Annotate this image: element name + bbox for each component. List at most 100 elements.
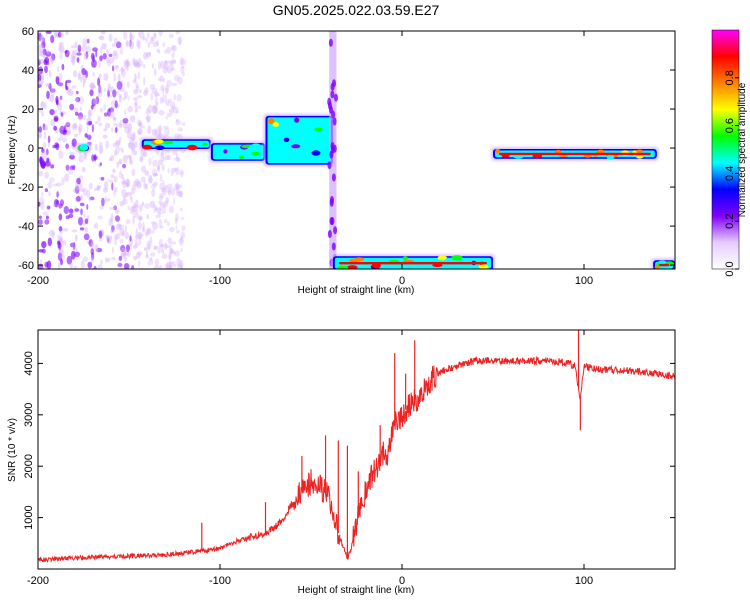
noise-blob — [110, 174, 115, 179]
noise-blob — [128, 141, 132, 149]
noise-blob — [110, 235, 113, 240]
noise-blob — [95, 96, 100, 105]
noise-blob — [123, 91, 128, 99]
noise-blob — [71, 123, 78, 131]
noise-blob — [153, 68, 157, 76]
noise-blob — [59, 53, 63, 60]
noise-blob — [84, 227, 89, 233]
noise-blob — [153, 265, 160, 269]
noise-blob — [139, 89, 142, 94]
noise-blob — [103, 73, 109, 81]
noise-blob — [168, 98, 172, 103]
noise-blob — [42, 211, 49, 216]
noise-blob — [69, 103, 75, 111]
noise-blob — [112, 89, 117, 98]
noise-blob — [124, 108, 127, 116]
x-tick-label: 0 — [399, 575, 405, 587]
noise-blob — [137, 71, 141, 80]
noise-blob — [169, 108, 172, 114]
noise-blob — [142, 151, 148, 158]
noise-blob — [71, 52, 77, 59]
spectrogram-region — [491, 147, 659, 161]
noise-blob — [133, 204, 139, 209]
noise-blob — [122, 198, 128, 205]
noise-blob — [178, 190, 183, 198]
noise-blob — [154, 246, 157, 250]
noise-blob — [114, 100, 118, 109]
band-blob — [154, 139, 164, 144]
noise-blob — [154, 129, 158, 136]
noise-blob — [122, 196, 126, 202]
snr-axes: -200 -100 0 100 1000 2000 3000 4000 — [23, 330, 675, 587]
noise-blob — [101, 197, 105, 207]
noise-blob — [145, 254, 150, 259]
noise-blob — [155, 102, 159, 107]
band-blob — [223, 149, 228, 154]
noise-blob — [118, 158, 123, 164]
noise-blob — [137, 40, 141, 50]
noise-blob — [131, 134, 136, 142]
noise-blob — [64, 173, 69, 182]
noise-blob — [104, 122, 111, 129]
noise-blob — [95, 50, 98, 58]
noise-blob — [168, 250, 172, 260]
noise-blob — [165, 244, 170, 249]
noise-blob — [139, 214, 142, 222]
noise-blob — [118, 255, 123, 261]
noise-blob — [72, 247, 78, 252]
noise-blob — [164, 84, 170, 93]
noise-blob — [170, 167, 177, 173]
noise-blob — [167, 154, 171, 160]
band-blob — [635, 149, 644, 153]
streak-blob — [327, 230, 332, 238]
noise-blob — [169, 226, 175, 233]
noise-blob — [57, 31, 62, 38]
noise-blob — [125, 39, 129, 48]
noise-blob — [119, 67, 125, 72]
noise-blob — [173, 104, 176, 109]
noise-blob — [119, 200, 125, 207]
noise-blob — [84, 218, 89, 225]
noise-blob — [44, 171, 49, 179]
noise-blob — [134, 238, 138, 245]
noise-blob — [142, 226, 146, 233]
x-tick-label: -100 — [209, 575, 231, 587]
noise-blob — [141, 201, 145, 207]
noise-blob — [46, 49, 50, 54]
noise-blob — [90, 241, 95, 249]
noise-blob — [116, 81, 123, 90]
noise-blob — [138, 57, 141, 63]
noise-blob — [152, 106, 158, 115]
noise-blob — [41, 248, 46, 254]
spectrogram-region — [327, 31, 338, 269]
noise-blob — [170, 250, 176, 254]
noise-blob — [80, 260, 85, 269]
noise-blob — [150, 92, 154, 101]
noise-blob — [121, 68, 126, 78]
noise-blob — [129, 235, 132, 242]
noise-blob — [152, 229, 155, 234]
colorbar-tick-label: 0.0 — [724, 261, 736, 276]
noise-blob — [140, 176, 146, 183]
noise-blob — [118, 93, 123, 99]
noise-blob — [131, 150, 138, 156]
noise-blob — [81, 44, 87, 52]
noise-blob — [134, 61, 141, 69]
noise-blob — [114, 139, 121, 148]
noise-blob — [97, 116, 101, 122]
noise-blob — [135, 252, 141, 259]
noise-blob — [180, 58, 187, 66]
noise-blob — [158, 200, 163, 205]
band-blob — [337, 265, 349, 269]
y-tick-label: 40 — [22, 65, 34, 77]
noise-blob — [130, 142, 134, 151]
noise-blob — [113, 37, 118, 45]
noise-blob — [112, 168, 116, 174]
noise-blob — [89, 82, 96, 90]
noise-blob — [137, 128, 143, 136]
noise-blob — [76, 57, 80, 63]
noise-blob — [159, 96, 162, 105]
band-blob — [186, 144, 198, 151]
noise-blob — [177, 127, 183, 132]
noise-blob — [71, 138, 77, 147]
